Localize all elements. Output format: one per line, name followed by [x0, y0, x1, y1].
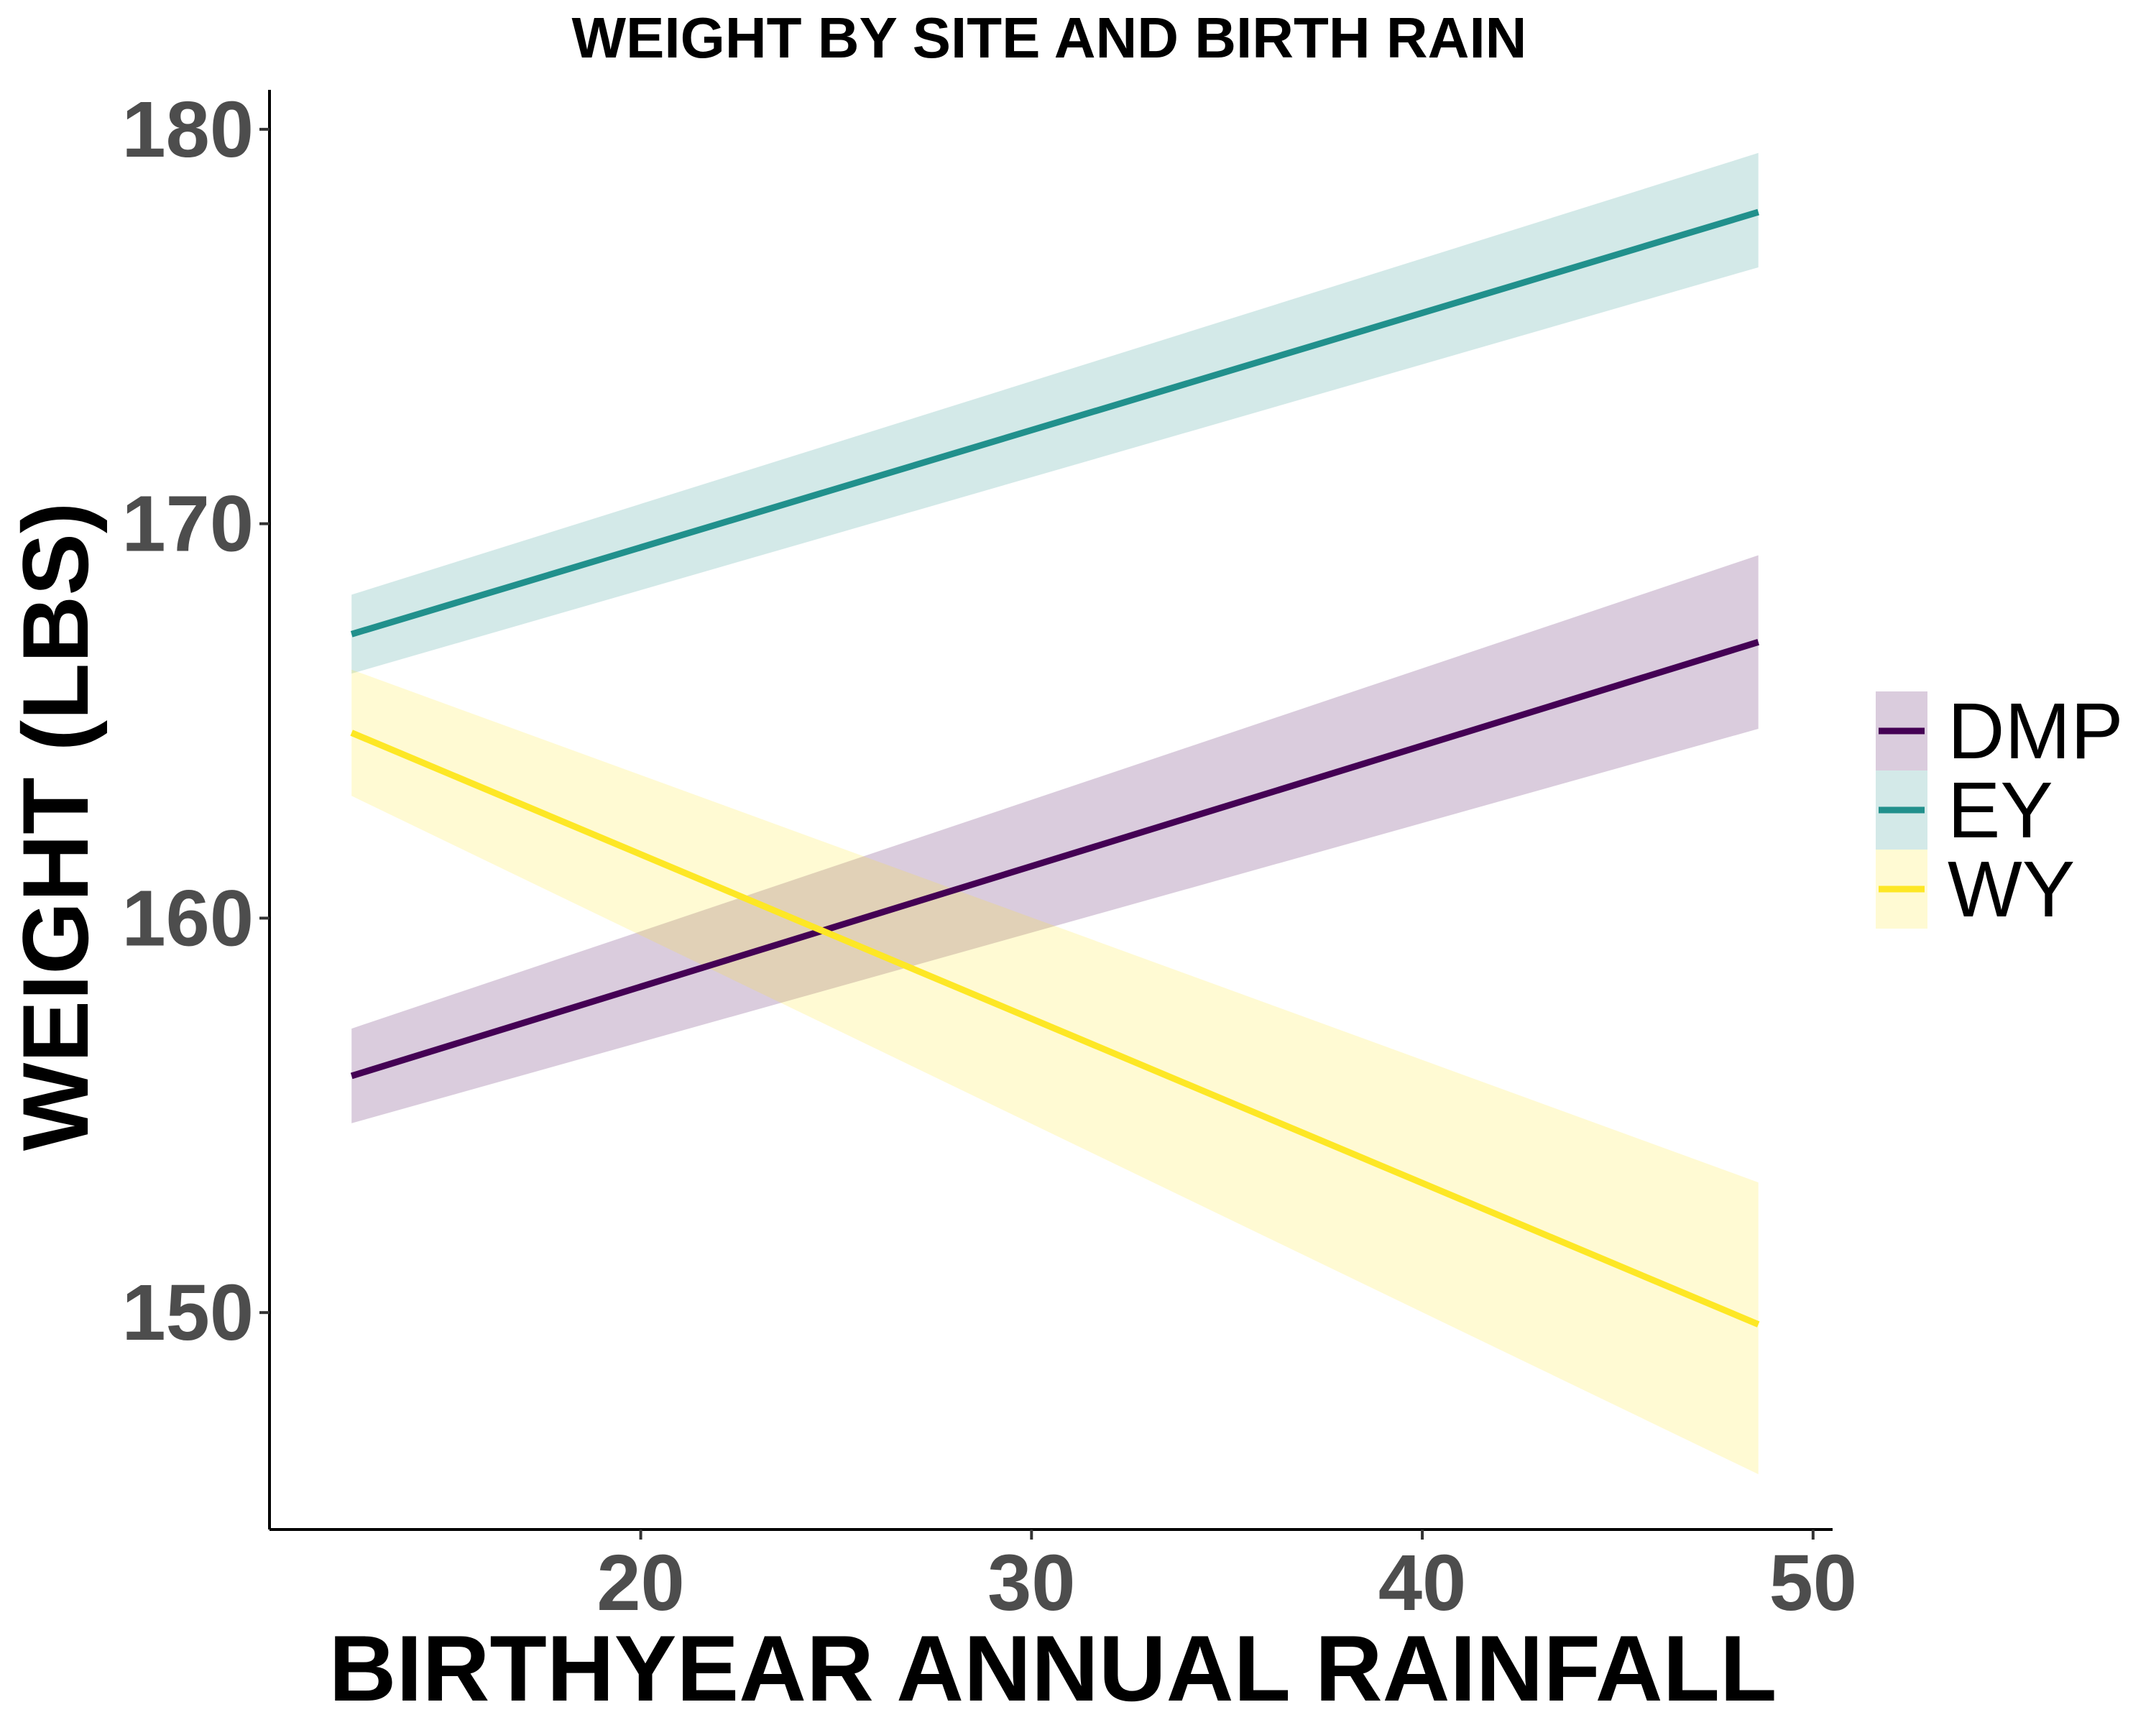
legend-label: EY — [1948, 766, 2053, 855]
series-line-dmp — [350, 638, 1760, 1080]
y-axis-title: WEIGHT (LBS) — [3, 502, 108, 1151]
confidence-band-dmp — [351, 555, 1759, 1123]
x-tick-label: 20 — [596, 1539, 684, 1627]
legend-item-wy: WY — [1876, 845, 2075, 934]
legend-label: WY — [1948, 845, 2075, 934]
series-line-ey — [350, 208, 1759, 638]
y-tick-label: 170 — [121, 480, 254, 569]
confidence-band-wy — [351, 669, 1759, 1475]
legend-label: DMP — [1948, 687, 2123, 776]
chart-title: WEIGHT BY SITE AND BIRTH RAIN — [572, 6, 1527, 70]
x-tick-label: 50 — [1769, 1539, 1857, 1627]
y-axis-ticks: 150 160 170 180 — [121, 86, 270, 1357]
x-tick-label: 40 — [1378, 1539, 1466, 1627]
y-tick-label: 180 — [121, 86, 254, 174]
x-tick-label: 30 — [987, 1539, 1075, 1627]
x-axis-title: BIRTHYEAR ANNUAL RAINFALL — [329, 1616, 1777, 1721]
legend-item-dmp: DMP — [1876, 687, 2123, 776]
plot-area — [350, 152, 1760, 1475]
y-tick-label: 150 — [121, 1269, 254, 1357]
x-axis-ticks: 20 30 40 50 — [596, 1530, 1857, 1627]
series-line-wy — [350, 730, 1760, 1328]
legend-item-ey: EY — [1876, 766, 2053, 855]
y-tick-label: 160 — [121, 874, 254, 962]
confidence-band-ey — [351, 152, 1759, 674]
